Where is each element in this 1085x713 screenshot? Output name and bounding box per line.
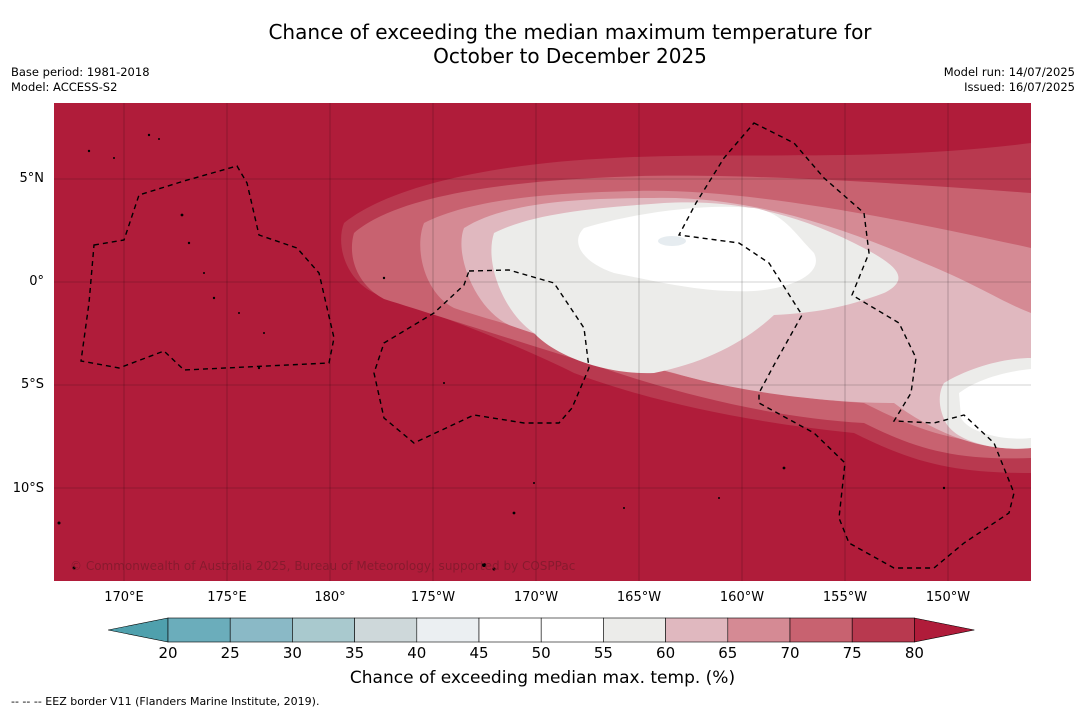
core-50 xyxy=(578,206,816,292)
eez-legend: -- -- -- EEZ border V11 (Flanders Marine… xyxy=(11,695,320,708)
colorbar-segment xyxy=(292,617,355,643)
colorbar-tick-label: 65 xyxy=(718,644,738,662)
eez-phoenix xyxy=(373,269,590,444)
lat-label-0: 0° xyxy=(29,274,44,289)
colorbar-segment xyxy=(727,617,791,643)
lon-label-170e: 170°E xyxy=(104,590,144,605)
colorbar-tick-label: 30 xyxy=(282,644,302,662)
islands xyxy=(57,133,946,571)
colorbar-title: Chance of exceeding median max. temp. (%… xyxy=(349,668,736,688)
colorbar-segment xyxy=(851,617,915,643)
core-50-se xyxy=(959,369,1031,439)
lat-label-5s: 5°S xyxy=(20,377,44,392)
eez-borders xyxy=(80,122,1015,569)
colorbar-segment xyxy=(540,617,604,643)
colorbar-tick-label: 50 xyxy=(531,644,551,662)
eez-line-islands xyxy=(677,122,1015,569)
map-title-line2: October to December 2025 xyxy=(433,44,707,68)
lon-label-160w: 160°W xyxy=(719,590,765,605)
colorbar-segment xyxy=(416,617,480,643)
cool-patch xyxy=(658,236,686,246)
meta-left: Base period: 1981-2018 Model: ACCESS-S2 xyxy=(11,65,150,95)
colorbar-segment xyxy=(354,617,418,643)
colorbar-segment xyxy=(478,617,542,643)
colorbar-tick-label: 45 xyxy=(469,644,489,662)
colorbar-tick-label: 60 xyxy=(656,644,676,662)
issued-date: Issued: 16/07/2025 xyxy=(964,80,1075,94)
eez-kiribati-gilbert xyxy=(80,165,335,371)
colorbar-tick-label: 25 xyxy=(220,644,240,662)
map-title-line1: Chance of exceeding the median maximum t… xyxy=(268,20,872,44)
model-run: Model run: 14/07/2025 xyxy=(943,65,1075,79)
lon-label-150w: 150°W xyxy=(925,590,971,605)
colorbar-tick-label: 70 xyxy=(780,644,800,662)
colorbar-tick-label: 55 xyxy=(593,644,613,662)
colorbar-segment xyxy=(665,617,729,643)
graticule xyxy=(54,103,1031,581)
colorbar-segment xyxy=(789,617,853,643)
lat-label-5n: 5°N xyxy=(19,171,45,186)
lon-label-175e: 175°E xyxy=(207,590,247,605)
lon-label-155w: 155°W xyxy=(822,590,868,605)
colorbar-segment xyxy=(167,617,231,643)
base-period: Base period: 1981-2018 xyxy=(11,65,150,79)
colorbar-tick-label: 35 xyxy=(345,644,365,662)
colorbar-segment xyxy=(603,617,666,643)
lon-label-180: 180° xyxy=(314,590,346,605)
colorbar-tick-label: 20 xyxy=(158,644,178,662)
lon-label-165w: 165°W xyxy=(616,590,662,605)
colorbar-tick-label: 75 xyxy=(842,644,862,662)
colorbar-tick-label: 40 xyxy=(407,644,427,662)
probability-map xyxy=(54,103,1031,581)
colorbar xyxy=(108,617,975,643)
colorbar-over-arrow xyxy=(914,617,975,643)
map-title: Chance of exceeding the median maximum t… xyxy=(0,20,1085,68)
lat-label-10s: 10°S xyxy=(12,481,44,496)
model-name: Model: ACCESS-S2 xyxy=(11,80,118,94)
lon-label-170w: 170°W xyxy=(513,590,559,605)
copyright-notice: © Commonwealth of Australia 2025, Bureau… xyxy=(70,559,576,573)
colorbar-under-arrow xyxy=(108,617,169,643)
meta-right: Model run: 14/07/2025 Issued: 16/07/2025 xyxy=(944,65,1075,95)
lon-label-175w: 175°W xyxy=(410,590,456,605)
colorbar-tick-label: 80 xyxy=(904,644,924,662)
colorbar-segment xyxy=(229,617,293,643)
